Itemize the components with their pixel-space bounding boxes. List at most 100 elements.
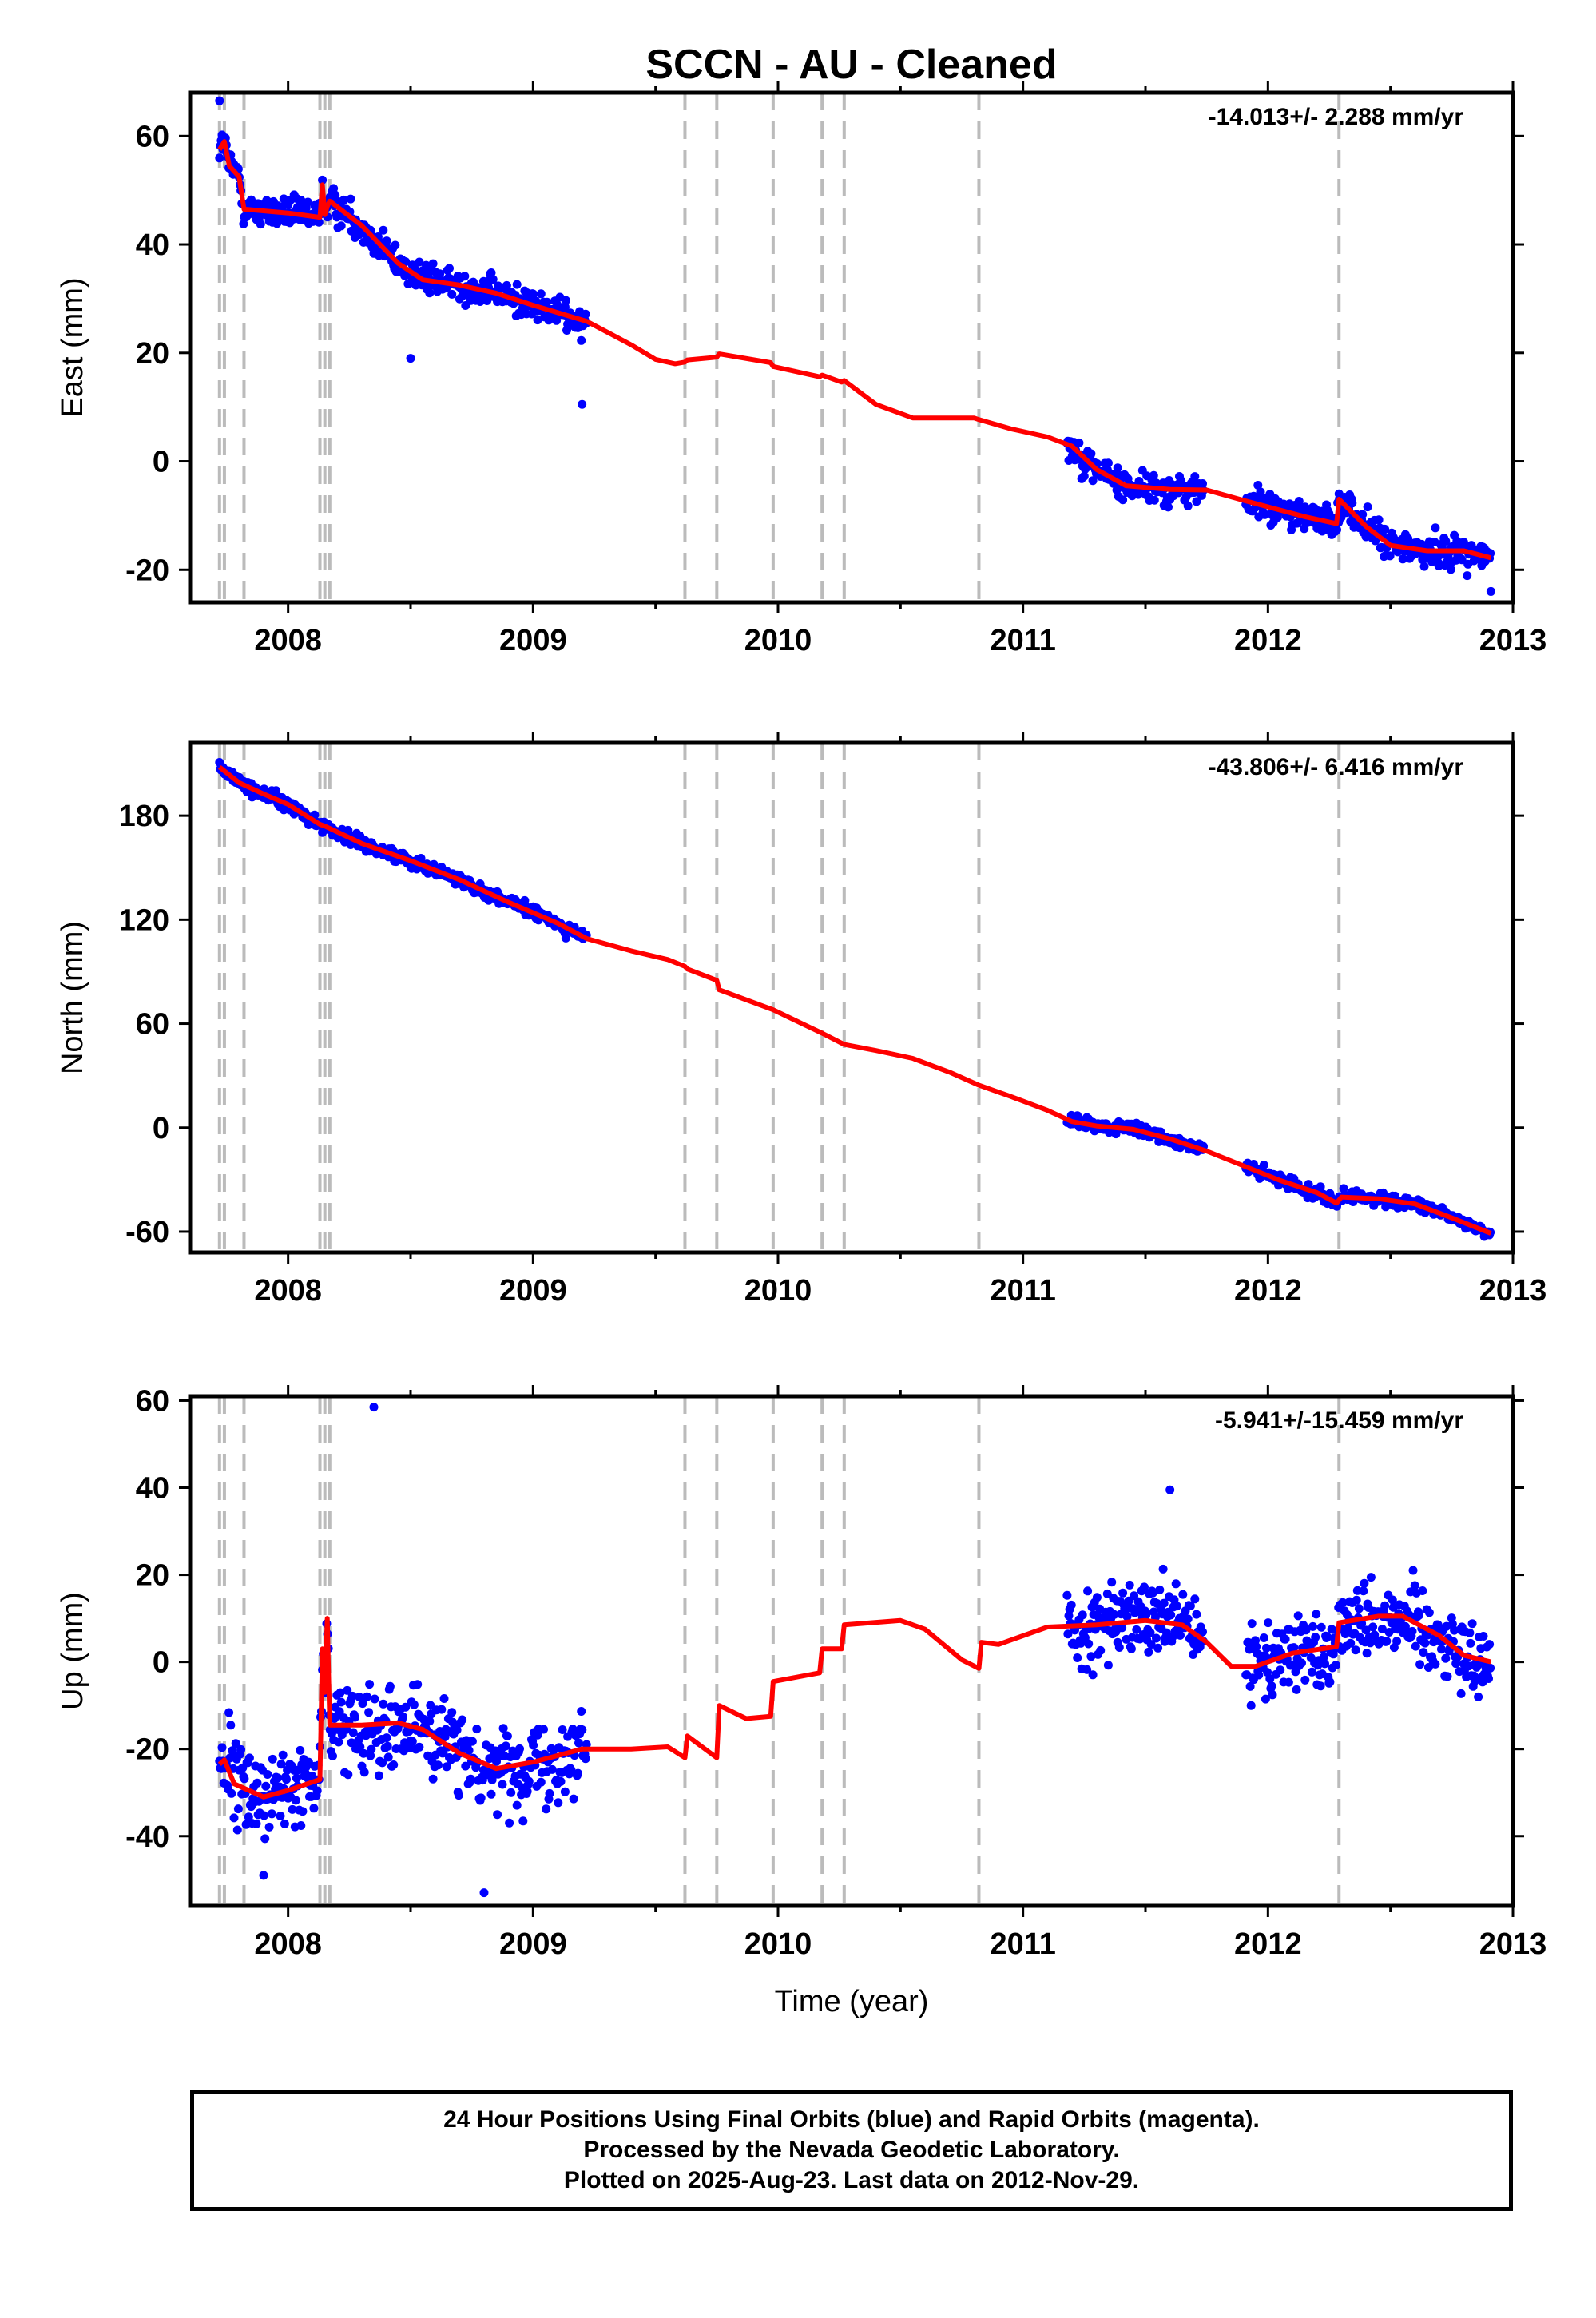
x-tick-label: 2012 xyxy=(1234,1274,1302,1308)
data-point xyxy=(336,1697,346,1707)
data-point xyxy=(233,1804,243,1814)
data-point xyxy=(1316,1182,1325,1192)
data-point xyxy=(1466,1638,1475,1648)
data-point xyxy=(334,1737,343,1747)
data-point xyxy=(426,1701,435,1710)
data-point xyxy=(1464,1661,1474,1671)
data-point xyxy=(498,1724,508,1733)
data-point xyxy=(1171,1579,1181,1589)
data-point xyxy=(1408,1566,1418,1575)
y-tick-label: -40 xyxy=(125,1820,169,1854)
data-point xyxy=(260,1834,270,1844)
data-point xyxy=(428,259,438,268)
data-point xyxy=(1484,1674,1493,1683)
data-point xyxy=(1380,1601,1390,1610)
data-point xyxy=(578,1725,587,1735)
data-point xyxy=(1284,1677,1293,1687)
data-point xyxy=(355,1742,365,1752)
data-point xyxy=(1307,1667,1316,1677)
data-point xyxy=(425,1717,435,1726)
y-tick-label: 60 xyxy=(136,1384,169,1418)
data-point xyxy=(236,1744,246,1754)
x-tick-label: 2008 xyxy=(254,1274,322,1308)
data-point xyxy=(231,1739,240,1748)
data-point xyxy=(1423,1663,1433,1672)
data-point xyxy=(1352,1595,1361,1605)
data-point xyxy=(1470,1677,1479,1686)
data-point xyxy=(1259,1161,1268,1169)
data-point xyxy=(1244,1637,1253,1647)
data-point xyxy=(378,1758,387,1768)
data-point xyxy=(1259,1633,1268,1642)
data-point xyxy=(1083,1586,1093,1596)
panel-up: 2008 2009 2010 2011 2012 2013 -40 -20 0 20 40 60 Up … xyxy=(56,1384,1546,2018)
data-point xyxy=(1431,1659,1440,1669)
data-point xyxy=(558,1725,567,1734)
data-point xyxy=(439,1748,448,1758)
data-point xyxy=(1088,476,1098,486)
data-point xyxy=(298,1807,308,1816)
data-point xyxy=(343,1770,353,1780)
data-point xyxy=(464,1746,474,1755)
data-point xyxy=(488,275,498,284)
data-point xyxy=(501,1741,510,1751)
model-fit-line xyxy=(217,1613,1492,1800)
data-point xyxy=(1354,1604,1364,1613)
data-point xyxy=(447,289,457,299)
data-point xyxy=(434,1760,443,1770)
data-point xyxy=(1247,1619,1257,1629)
data-point xyxy=(282,1775,291,1784)
data-point xyxy=(374,1771,383,1780)
data-point xyxy=(1148,1588,1157,1598)
data-point xyxy=(1385,551,1395,561)
data-point xyxy=(1110,1610,1119,1619)
data-point xyxy=(1254,1670,1264,1680)
data-point xyxy=(529,1740,538,1750)
data-point xyxy=(1400,1621,1410,1631)
y-tick-label: -60 xyxy=(125,1216,169,1249)
data-point xyxy=(1192,497,1201,506)
data-point xyxy=(1252,1642,1261,1651)
data-point xyxy=(391,240,400,250)
data-point xyxy=(1437,1645,1446,1654)
data-point xyxy=(1118,1623,1127,1633)
data-point xyxy=(1149,470,1158,480)
data-point xyxy=(1344,1624,1352,1633)
data-point xyxy=(1308,1621,1317,1631)
data-point xyxy=(1331,1661,1340,1670)
data-point xyxy=(1103,458,1113,468)
data-point xyxy=(529,289,538,299)
data-point-outlier xyxy=(369,1403,379,1412)
data-point xyxy=(1359,1586,1368,1596)
data-point xyxy=(228,1746,237,1756)
data-point xyxy=(466,1774,475,1784)
data-point xyxy=(263,1770,272,1779)
data-point xyxy=(486,1789,496,1799)
data-point xyxy=(425,288,435,298)
data-point xyxy=(404,1727,414,1737)
data-point xyxy=(362,1692,371,1701)
y-tick-label: 40 xyxy=(136,1472,169,1506)
data-point xyxy=(1289,1643,1299,1653)
data-point xyxy=(379,225,388,235)
data-point xyxy=(1198,479,1207,488)
data-point xyxy=(401,257,411,266)
data-point xyxy=(343,1685,352,1695)
data-point xyxy=(1441,537,1451,546)
data-point xyxy=(370,1694,379,1704)
data-point xyxy=(229,1813,239,1823)
data-point xyxy=(1153,1643,1163,1653)
data-point xyxy=(1463,571,1472,581)
data-point xyxy=(1103,1661,1113,1670)
data-point xyxy=(1280,1634,1290,1644)
data-point xyxy=(1361,1625,1371,1635)
data-point xyxy=(1063,1629,1073,1639)
x-tick-label: 2010 xyxy=(744,1274,812,1308)
data-point xyxy=(445,264,454,273)
x-tick-label: 2011 xyxy=(990,1927,1055,1961)
data-point xyxy=(1419,562,1429,571)
data-point-outlier xyxy=(578,399,587,409)
data-point xyxy=(359,1748,368,1758)
data-point xyxy=(1064,1611,1074,1621)
data-point xyxy=(336,221,346,231)
